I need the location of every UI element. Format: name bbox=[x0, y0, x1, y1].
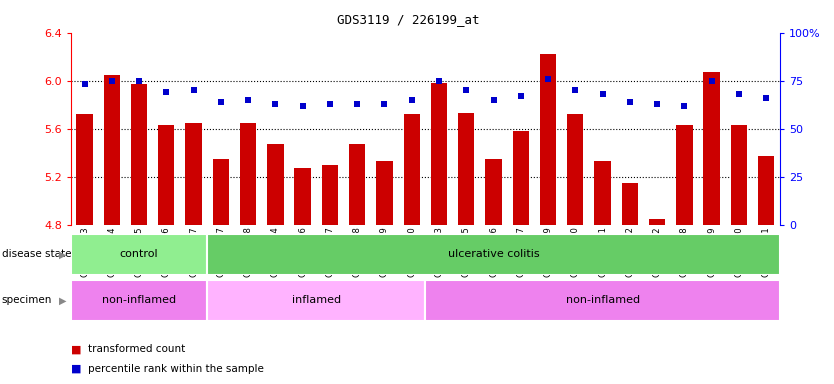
Point bbox=[623, 99, 636, 105]
Bar bbox=[621, 183, 638, 225]
Text: ■: ■ bbox=[71, 344, 82, 354]
Point bbox=[269, 101, 282, 107]
Point bbox=[569, 87, 582, 93]
Bar bbox=[431, 83, 447, 225]
Point bbox=[732, 91, 746, 97]
Bar bbox=[649, 218, 666, 225]
Point bbox=[105, 78, 118, 84]
Bar bbox=[71, 280, 207, 321]
Point bbox=[405, 97, 419, 103]
Point bbox=[760, 95, 773, 101]
Point bbox=[214, 99, 228, 105]
Bar bbox=[213, 159, 229, 225]
Text: percentile rank within the sample: percentile rank within the sample bbox=[88, 364, 264, 374]
Text: disease state: disease state bbox=[2, 249, 71, 260]
Bar bbox=[595, 161, 610, 225]
Text: specimen: specimen bbox=[2, 295, 52, 306]
Point bbox=[595, 91, 609, 97]
Point bbox=[678, 103, 691, 109]
Bar bbox=[540, 54, 556, 225]
Bar bbox=[71, 234, 207, 275]
Text: GDS3119 / 226199_at: GDS3119 / 226199_at bbox=[338, 13, 480, 26]
Text: control: control bbox=[120, 249, 158, 260]
Bar bbox=[294, 168, 311, 225]
Text: ▶: ▶ bbox=[59, 295, 67, 306]
Bar bbox=[77, 114, 93, 225]
Bar bbox=[676, 125, 692, 225]
Bar bbox=[731, 125, 747, 225]
Text: ■: ■ bbox=[71, 364, 82, 374]
Bar bbox=[513, 131, 529, 225]
Point bbox=[78, 81, 91, 88]
Point bbox=[187, 87, 200, 93]
Bar bbox=[131, 84, 148, 225]
Bar bbox=[158, 125, 174, 225]
Point bbox=[133, 78, 146, 84]
Bar bbox=[404, 114, 420, 225]
Bar bbox=[349, 144, 365, 225]
Text: inflamed: inflamed bbox=[292, 295, 341, 306]
Point bbox=[324, 101, 337, 107]
Point bbox=[242, 97, 255, 103]
Point bbox=[350, 101, 364, 107]
Point bbox=[651, 101, 664, 107]
Text: ulcerative colitis: ulcerative colitis bbox=[448, 249, 540, 260]
Bar bbox=[758, 156, 774, 225]
Bar bbox=[376, 161, 393, 225]
Bar bbox=[103, 74, 120, 225]
Point bbox=[487, 97, 500, 103]
Bar bbox=[207, 280, 425, 321]
Point bbox=[705, 78, 718, 84]
Bar bbox=[240, 122, 256, 225]
Bar bbox=[322, 165, 338, 225]
Point bbox=[432, 78, 445, 84]
Point bbox=[296, 103, 309, 109]
Bar bbox=[207, 234, 780, 275]
Bar bbox=[567, 114, 584, 225]
Point bbox=[514, 93, 527, 99]
Text: transformed count: transformed count bbox=[88, 344, 185, 354]
Bar bbox=[458, 113, 475, 225]
Bar bbox=[425, 280, 780, 321]
Bar bbox=[185, 122, 202, 225]
Text: ▶: ▶ bbox=[59, 249, 67, 260]
Bar bbox=[703, 72, 720, 225]
Point bbox=[541, 76, 555, 82]
Bar bbox=[267, 144, 284, 225]
Point bbox=[378, 101, 391, 107]
Bar bbox=[485, 159, 502, 225]
Text: non-inflamed: non-inflamed bbox=[565, 295, 640, 306]
Text: non-inflamed: non-inflamed bbox=[102, 295, 176, 306]
Point bbox=[460, 87, 473, 93]
Point bbox=[159, 89, 173, 95]
